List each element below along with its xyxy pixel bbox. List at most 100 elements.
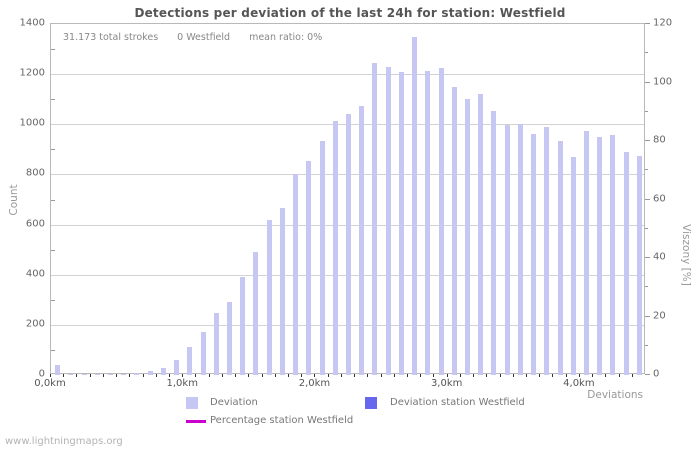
deviation-bar-3.2km xyxy=(478,94,483,375)
deviation-bar-2.8km xyxy=(425,71,430,375)
x-axis-tick-1.6km xyxy=(262,374,263,377)
x-axis-tick-4.2km xyxy=(605,374,606,377)
y-axis-minor-tick-right-90 xyxy=(645,110,648,112)
info-station-strokes: 0 Westfield xyxy=(177,32,231,43)
y-axis-label-right-100: 100 xyxy=(653,76,673,87)
deviation-bar-4.2km xyxy=(610,135,615,375)
y-axis-label-left-600: 600 xyxy=(25,218,45,230)
legend-swatch-deviation-station xyxy=(365,397,377,409)
deviation-bar-4.3km xyxy=(624,152,629,375)
y-axis-label-right-20: 20 xyxy=(653,310,666,321)
y-axis-label-left-1000: 1000 xyxy=(19,117,45,129)
deviation-bar-0.7km xyxy=(148,371,153,375)
x-axis-tick-0.9km xyxy=(169,374,170,377)
x-axis-tick-3.8km xyxy=(552,374,553,377)
x-axis-tick-0.0km xyxy=(50,374,51,377)
deviation-bar-1.2km xyxy=(214,313,219,375)
x-axis-tick-0.6km xyxy=(129,374,130,377)
y-axis-label-left-400: 400 xyxy=(25,268,45,280)
x-axis-tick-2.9km xyxy=(433,374,434,377)
deviation-bar-2.0km xyxy=(320,141,325,375)
x-axis-label-3,0km: 3,0km xyxy=(430,378,463,389)
deviation-bar-0.5km xyxy=(121,374,126,375)
deviation-bar-1.3km xyxy=(227,302,232,375)
x-axis-tick-0.2km xyxy=(76,374,77,377)
y-axis-label-right-120: 120 xyxy=(653,17,673,29)
info-total-strokes: 31.173 total strokes xyxy=(63,32,159,43)
x-axis-tick-2.2km xyxy=(341,374,342,377)
gridline-y-1200 xyxy=(51,74,644,75)
deviation-bar-0.4km xyxy=(108,374,113,375)
deviation-bar-0.0km xyxy=(55,365,60,375)
x-axis-tick-1.5km xyxy=(248,374,249,377)
deviation-bar-2.6km xyxy=(399,72,404,375)
x-axis-label-1,0km: 1,0km xyxy=(166,378,198,389)
y-axis-tick-right-100 xyxy=(645,81,650,83)
y-axis-minor-tick-left-100 xyxy=(51,350,55,351)
x-axis-tick-2.1km xyxy=(328,374,329,377)
y-axis-tick-right-20 xyxy=(645,315,650,317)
deviation-bar-4.0km xyxy=(584,131,589,375)
deviation-bar-4.4km xyxy=(637,156,642,375)
deviation-bar-3.6km xyxy=(531,134,536,375)
deviation-bar-3.9km xyxy=(571,157,576,375)
y-axis-minor-tick-left-700 xyxy=(51,200,55,201)
deviation-bar-3.0km xyxy=(452,87,457,375)
y-axis-minor-tick-right-30 xyxy=(645,286,648,288)
x-axis-tick-1.9km xyxy=(301,374,302,377)
x-axis-tick-0.8km xyxy=(156,374,157,377)
x-axis-tick-1.2km xyxy=(209,374,210,377)
x-axis-tick-3.7km xyxy=(539,374,540,377)
deviation-bar-1.8km xyxy=(293,174,298,375)
y-axis-minor-tick-left-1100 xyxy=(51,99,55,100)
y-axis-tick-right-40 xyxy=(645,257,650,258)
deviation-bar-2.5km xyxy=(386,67,391,375)
x-axis-tick-0.3km xyxy=(90,374,91,377)
y-axis-label-right-0: 0 xyxy=(653,368,660,380)
y-axis-minor-tick-right-50 xyxy=(645,227,648,229)
plot-area: 31.173 total strokes 0 Westfield mean rati… xyxy=(50,23,645,375)
deviation-bar-2.1km xyxy=(333,121,338,375)
deviation-bar-3.3km xyxy=(491,111,496,375)
info-mean-ratio: mean ratio: 0% xyxy=(249,32,323,43)
deviation-bar-0.1km xyxy=(68,374,73,375)
deviation-bar-0.3km xyxy=(95,374,100,375)
y-axis-minor-tick-right-110 xyxy=(645,52,648,54)
y-axis-minor-tick-left-1300 xyxy=(51,49,55,50)
deviation-bar-1.5km xyxy=(253,252,258,375)
x-axis-tick-1.4km xyxy=(235,374,236,377)
deviation-bar-2.7km xyxy=(412,37,417,375)
x-axis-tick-4.1km xyxy=(592,374,593,377)
chart-info-row: 31.173 total strokes 0 Westfield mean rati… xyxy=(63,32,341,43)
y-axis-tick-right-60 xyxy=(645,198,650,200)
y-axis-minor-tick-right-70 xyxy=(645,169,648,171)
x-axis-tick-3.6km xyxy=(526,374,527,377)
x-axis-tick-0.1km xyxy=(63,374,64,377)
x-axis-label-4,0km: 4,0km xyxy=(563,378,595,389)
deviation-bar-1.1km xyxy=(201,332,206,375)
x-axis-tick-0.4km xyxy=(103,374,104,377)
y-axis-label-right-40: 40 xyxy=(653,251,666,263)
deviation-bar-0.8km xyxy=(161,368,166,375)
y-axis-tick-right-80 xyxy=(645,140,650,141)
deviation-bar-0.6km xyxy=(134,373,139,375)
x-axis-tick-1.7km xyxy=(275,374,276,377)
x-axis-tick-3.3km xyxy=(486,374,487,377)
deviation-bar-4.1km xyxy=(597,137,602,375)
y-axis-label-left-0: 0 xyxy=(38,368,45,380)
y-axis-label-left-200: 200 xyxy=(25,318,45,330)
y-axis-label-left-800: 800 xyxy=(25,167,45,179)
deviation-bar-2.2km xyxy=(346,114,351,375)
legend-line-percentage xyxy=(186,420,206,423)
y-axis-label-right-60: 60 xyxy=(653,193,666,204)
x-axis-tick-4.0km xyxy=(579,374,580,377)
x-axis-tick-0.7km xyxy=(143,374,144,377)
y-axis-tick-right-120 xyxy=(645,23,650,24)
legend-label-deviation-station: Deviation station Westfield xyxy=(390,397,525,408)
x-axis-tick-3.1km xyxy=(460,374,461,377)
deviation-bar-0.2km xyxy=(82,374,87,375)
y-axis-minor-tick-left-900 xyxy=(51,149,55,150)
x-axis-tick-3.4km xyxy=(500,374,501,377)
x-axis-tick-3.2km xyxy=(473,374,474,377)
